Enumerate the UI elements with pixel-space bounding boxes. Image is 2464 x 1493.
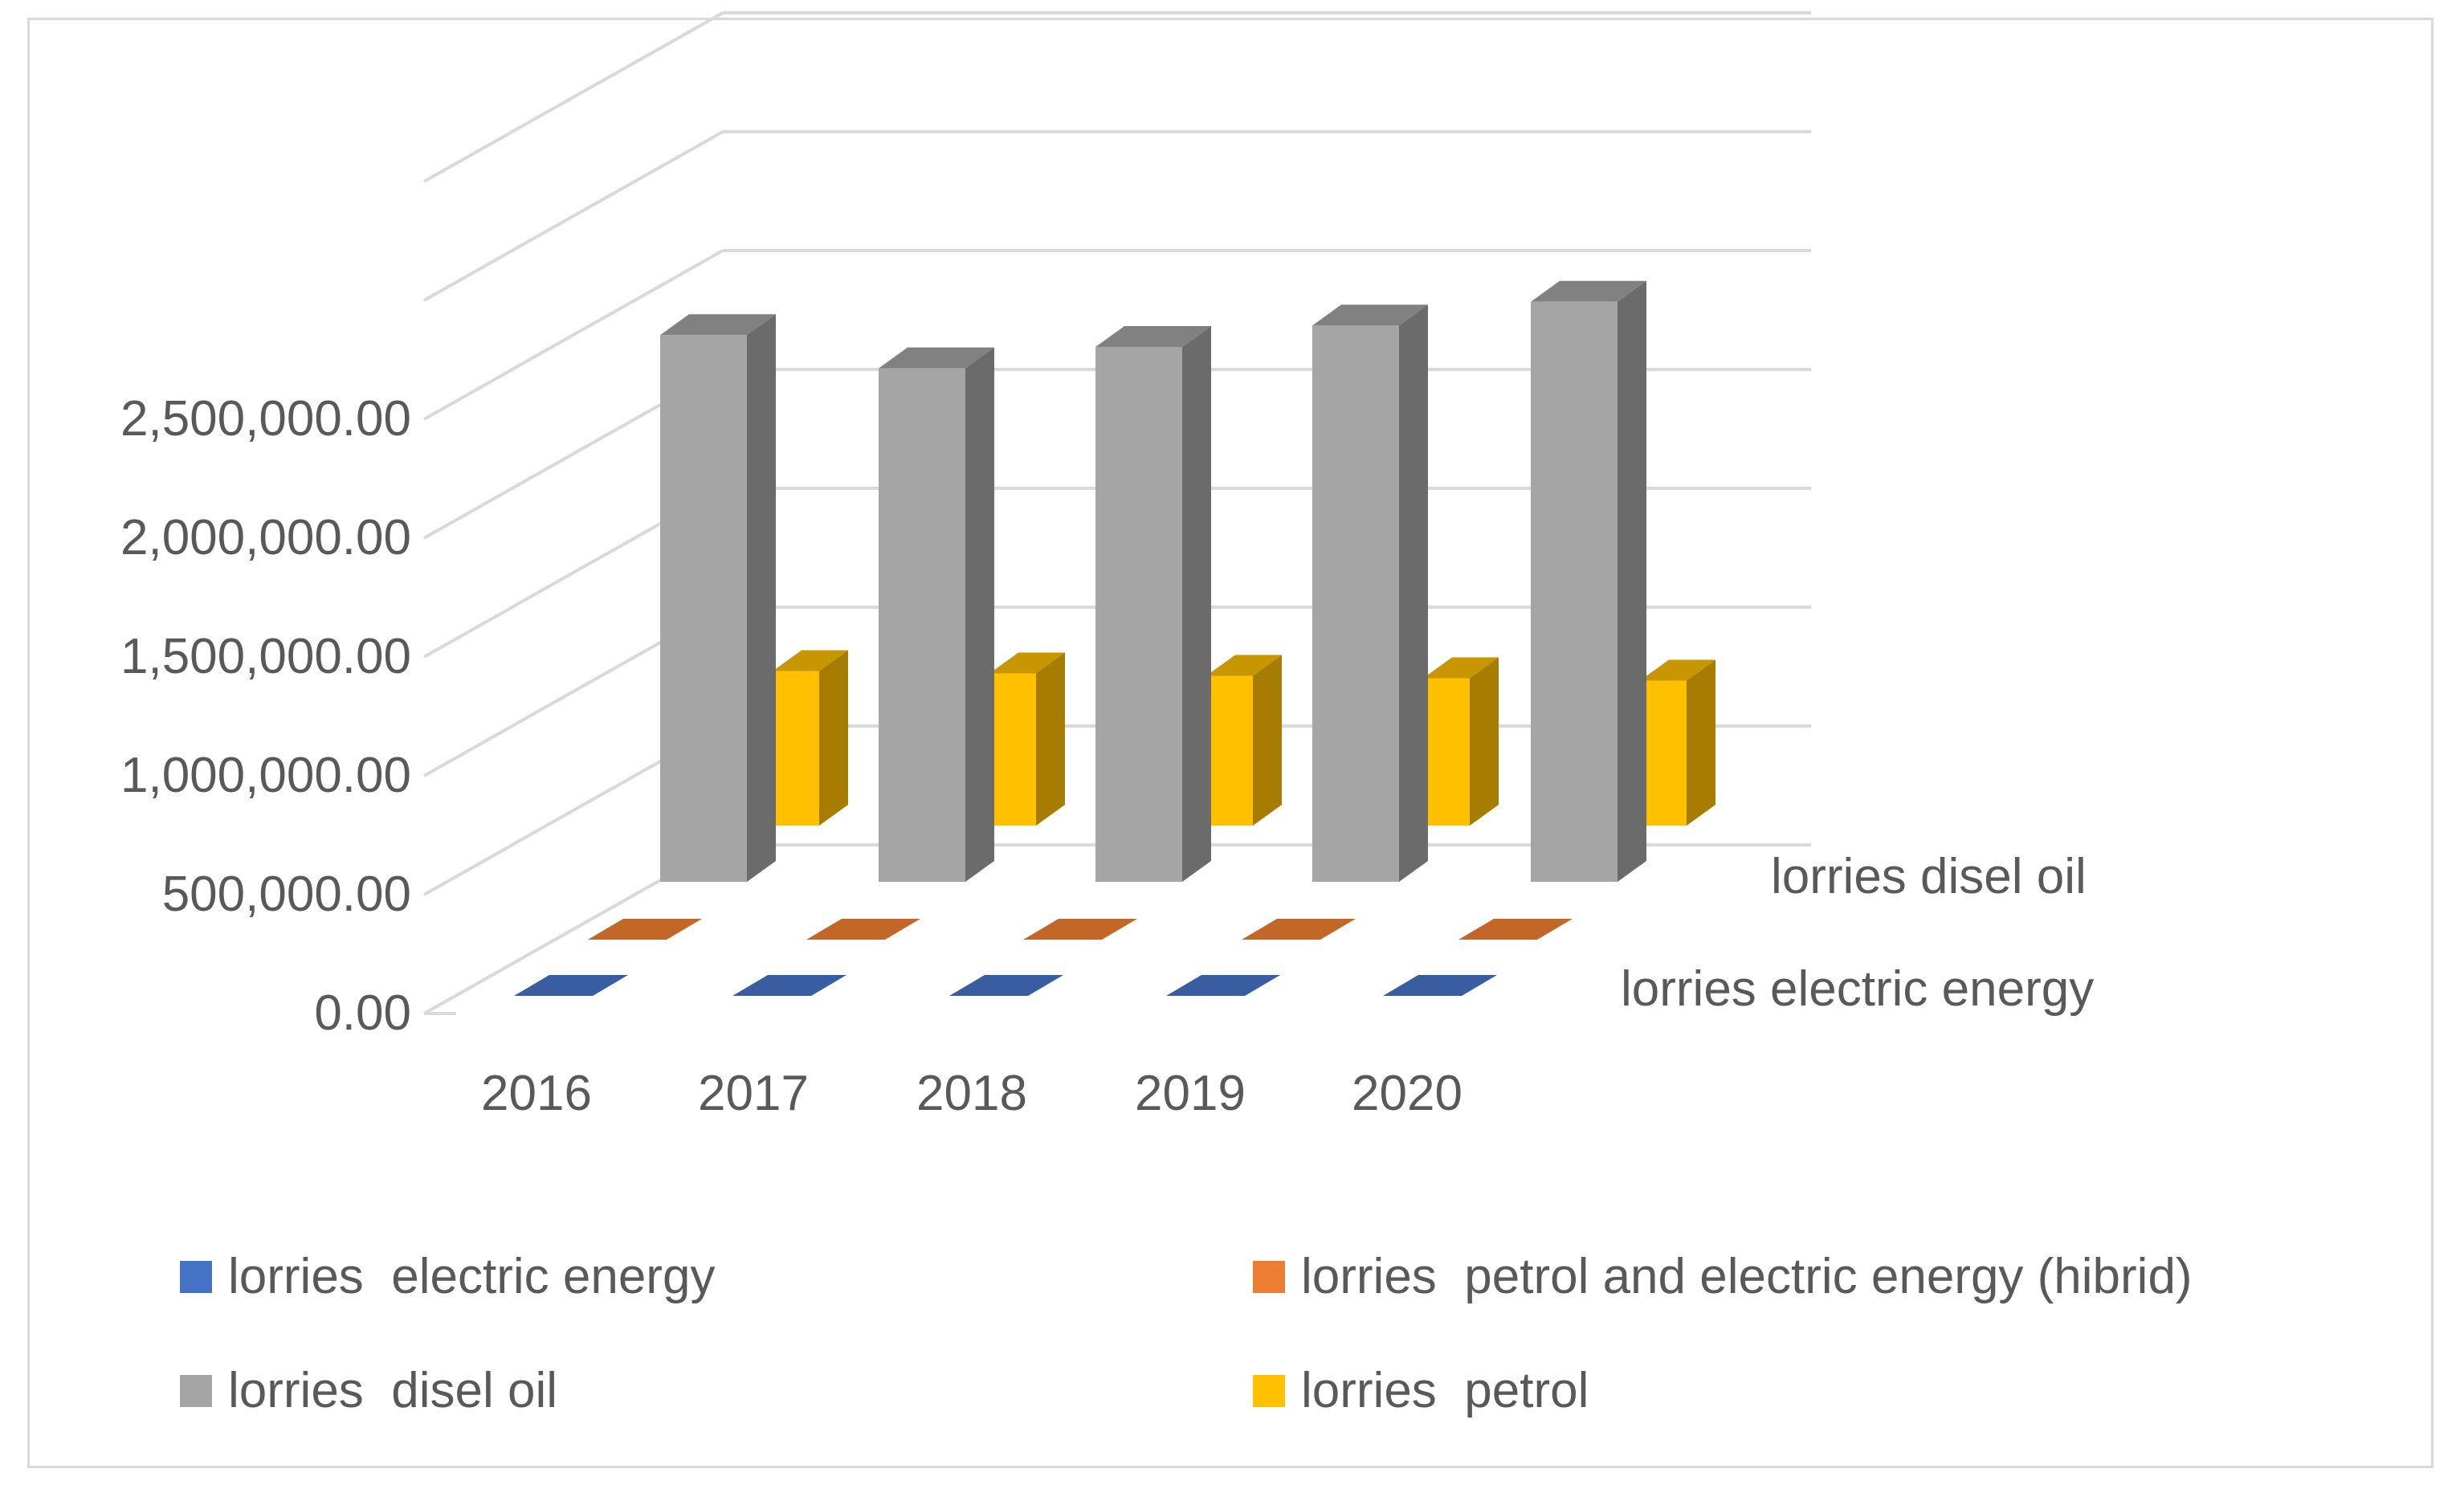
legend-label-electric-energy: lorries electric energy: [228, 1249, 716, 1304]
bar-lorries-disel-oil: [1399, 304, 1428, 882]
bar-lorries-petrol: [1470, 657, 1499, 826]
bar-lorries-petrol: [1640, 659, 1715, 681]
bar-lorries-disel-oil: [747, 314, 776, 882]
bar-lorries-petrol: [1687, 659, 1715, 826]
legend-item-hibrid[interactable]: lorries petrol and electric energy (hibr…: [1253, 1248, 2193, 1305]
bar-lorries-disel-oil: [1531, 301, 1618, 882]
bar-lorries-petrol: [989, 673, 1036, 826]
x-tick-label: 2016: [481, 1066, 592, 1121]
bar-lorries-electric-energy: [949, 975, 1063, 996]
bar-lorries-petrol: [1036, 652, 1065, 826]
y-tick-label: 500,000.00: [162, 867, 411, 922]
x-tick-label: 2017: [698, 1066, 809, 1121]
bar-lorries-disel-oil: [1312, 325, 1399, 882]
x-tick-label: 2018: [916, 1066, 1027, 1121]
x-tick-label: 2020: [1352, 1066, 1462, 1121]
bar-lorries-petrol-and-electric-energy-hibrid: [1023, 919, 1137, 940]
bar-lorries-petrol-and-electric-energy-hibrid: [1242, 919, 1356, 940]
bar-lorries-disel-oil: [1095, 347, 1182, 882]
bar-lorries-disel-oil: [965, 347, 994, 882]
legend-label-hibrid: lorries petrol and electric energy (hibr…: [1301, 1249, 2193, 1304]
y-tick-label: 2,500,000.00: [120, 391, 411, 447]
bar-lorries-petrol: [1206, 675, 1253, 826]
legend-swatch-petrol: [1253, 1374, 1285, 1407]
legend-label-petrol: lorries petrol: [1301, 1363, 1589, 1418]
bar-lorries-disel-oil: [1312, 304, 1428, 326]
legend-swatch-hibrid: [1253, 1260, 1285, 1293]
legend-item-disel-oil[interactable]: lorries disel oil: [180, 1362, 557, 1419]
y-tick-label: 0.00: [314, 985, 411, 1041]
bar-lorries-petrol-and-electric-energy-hibrid: [806, 919, 920, 940]
bar-lorries-electric-energy: [514, 975, 628, 996]
bar-lorries-petrol: [773, 671, 819, 826]
side-gridline: [423, 130, 724, 302]
bar-lorries-petrol-and-electric-energy-hibrid: [588, 919, 702, 940]
side-gridline: [423, 249, 724, 421]
bar-lorries-petrol: [1253, 655, 1282, 826]
bar-lorries-petrol: [1423, 678, 1470, 826]
legend-swatch-electric-energy: [180, 1260, 212, 1293]
depth-axis-label: lorries electric energy: [1621, 961, 2094, 1017]
bar-lorries-disel-oil: [1095, 326, 1211, 347]
bar-lorries-electric-energy: [732, 975, 846, 996]
bar-lorries-electric-energy: [1166, 975, 1280, 996]
bar-lorries-disel-oil: [660, 314, 776, 336]
bar-lorries-petrol: [819, 650, 848, 826]
bar-lorries-petrol: [1206, 655, 1282, 676]
legend-item-electric-energy[interactable]: lorries electric energy: [180, 1248, 715, 1305]
bar-lorries-disel-oil: [1618, 280, 1646, 882]
bar-lorries-petrol: [773, 650, 848, 671]
bar-lorries-disel-oil: [660, 335, 747, 882]
y-tick-label: 1,500,000.00: [120, 629, 411, 684]
y-tick-label: 1,000,000.00: [120, 748, 411, 803]
y-tick-label: 2,000,000.00: [120, 510, 411, 565]
bar-lorries-disel-oil: [1182, 326, 1211, 882]
bar-lorries-petrol-and-electric-energy-hibrid: [1458, 919, 1573, 940]
depth-axis-label: lorries disel oil: [1771, 849, 2087, 904]
bar-lorries-petrol: [989, 652, 1065, 674]
side-gridline: [423, 11, 724, 183]
bar-lorries-disel-oil: [879, 347, 994, 369]
bar-lorries-disel-oil: [1531, 280, 1646, 302]
legend-label-disel-oil: lorries disel oil: [228, 1363, 558, 1418]
bar-lorries-petrol: [1640, 680, 1687, 826]
x-tick-label: 2019: [1135, 1066, 1246, 1121]
bar-lorries-petrol: [1423, 657, 1499, 679]
legend-item-petrol[interactable]: lorries petrol: [1253, 1362, 1589, 1419]
legend-swatch-disel-oil: [180, 1374, 212, 1407]
bar-lorries-disel-oil: [879, 368, 965, 882]
bar-lorries-electric-energy: [1383, 975, 1497, 996]
